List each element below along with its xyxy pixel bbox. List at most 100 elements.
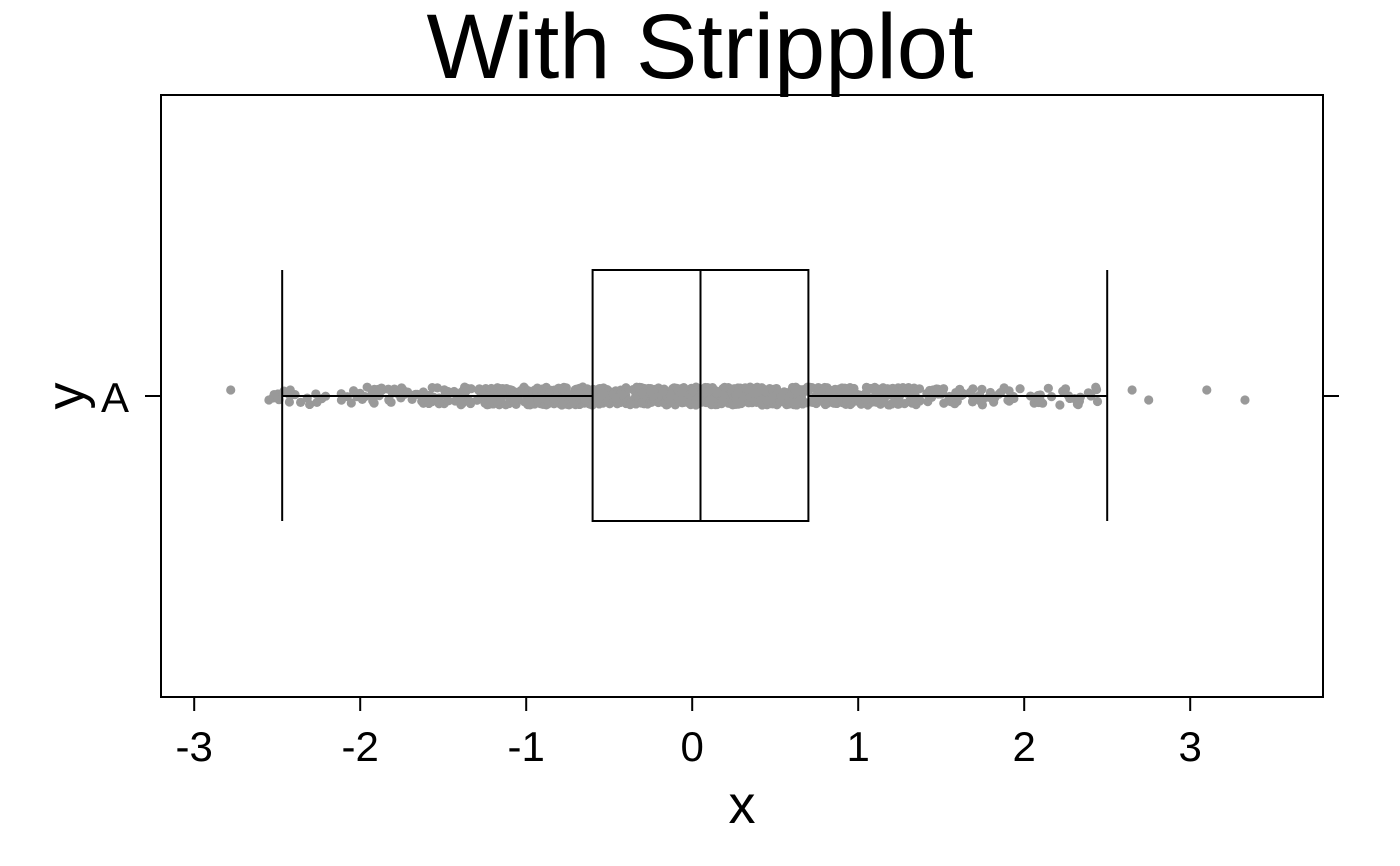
strip-point (797, 385, 807, 395)
x-axis: -3 -2 -1 0 1 2 3 (176, 697, 1202, 770)
strip-point (1043, 383, 1053, 393)
y-axis: A (101, 374, 1339, 421)
strip-point (733, 388, 743, 398)
strip-point (532, 383, 542, 393)
strip-point (968, 384, 978, 394)
strip-point (728, 400, 738, 410)
strip-point (1092, 396, 1103, 407)
strip-point (1240, 395, 1250, 405)
strip-point (665, 397, 676, 408)
strip-point (994, 389, 1004, 399)
strip-point (842, 396, 852, 406)
x-tick-label: 2 (1013, 723, 1036, 770)
strip-point (790, 385, 801, 396)
strip-point (676, 395, 687, 405)
strip-point (264, 395, 274, 405)
strip-point (592, 395, 603, 405)
strip-point (336, 395, 347, 405)
strip-point (1015, 384, 1025, 394)
strip-point (899, 399, 910, 409)
strip-point (829, 397, 839, 407)
strip-point (861, 387, 871, 397)
strip-point (389, 384, 400, 394)
strip-point (449, 386, 459, 397)
strip-point (1055, 400, 1065, 410)
strip-point (384, 395, 394, 405)
x-tick-label: 0 (681, 723, 704, 770)
strip-point (374, 386, 385, 396)
strip-point (564, 389, 574, 399)
strip-point (827, 387, 837, 397)
strip-point (1072, 399, 1083, 409)
strip-point (557, 400, 568, 410)
strip-point (816, 386, 826, 397)
x-tick-label: -2 (342, 723, 379, 770)
strip-point (284, 397, 295, 407)
chart-title: With Stripplot (426, 0, 973, 98)
strip-point (705, 395, 716, 405)
strip-point (348, 386, 359, 396)
strip-point (937, 387, 948, 397)
strip-point (305, 399, 315, 410)
strip-point (762, 396, 772, 406)
strip-point (1034, 397, 1044, 408)
strip-point (465, 396, 475, 406)
x-tick-label: 3 (1179, 723, 1202, 770)
strip-point (1127, 385, 1137, 395)
strip-point (432, 383, 442, 393)
strip-point (1202, 385, 1212, 395)
strip-point (1091, 382, 1101, 392)
strip-point (718, 396, 728, 406)
strip-point (434, 399, 444, 409)
strip-point (459, 385, 469, 395)
strip-point (369, 398, 379, 408)
strip-point (720, 382, 730, 392)
strip-point (910, 387, 920, 397)
strip-point (637, 388, 647, 398)
strip-point (679, 382, 689, 393)
strip-point (486, 383, 496, 394)
strip-point (646, 386, 656, 396)
y-tick-label: A (101, 374, 129, 421)
strip-point (711, 386, 721, 396)
strip-point (625, 399, 635, 410)
x-axis-title: x (729, 775, 756, 835)
strip-point (1004, 386, 1014, 396)
strip-point (424, 398, 434, 409)
strip-point (362, 382, 372, 392)
strip-point (610, 393, 620, 403)
strip-point (887, 399, 897, 409)
strip-point (688, 386, 698, 396)
strip-point (658, 387, 668, 397)
strip-point (871, 387, 881, 397)
strip-point (466, 384, 476, 394)
strip-point (296, 397, 306, 407)
strip-point (501, 400, 511, 410)
strip-point (524, 395, 534, 405)
strip-point (574, 389, 585, 399)
y-axis-title: y (36, 383, 96, 410)
strip-point (636, 398, 646, 408)
strip-point (775, 397, 785, 407)
strip-point (975, 396, 986, 406)
strip-point (697, 387, 708, 397)
strip-point (311, 389, 321, 399)
strip-point (478, 389, 489, 400)
strip-point (1144, 395, 1154, 405)
strip-point (968, 392, 978, 402)
strip-point (759, 385, 769, 396)
strip-point (403, 387, 413, 397)
x-tick-label: -1 (508, 723, 545, 770)
x-tick-label: 1 (847, 723, 870, 770)
strip-point (455, 393, 465, 403)
strip-point (805, 382, 815, 392)
strip-point (226, 385, 236, 395)
strip-point (736, 398, 746, 408)
strip-point (691, 400, 701, 410)
strip-point (357, 394, 367, 404)
boxplot (281, 269, 1109, 522)
strip-point (879, 396, 889, 406)
strip-point (989, 397, 999, 407)
strip-point (878, 383, 888, 393)
strip-point (312, 397, 322, 408)
